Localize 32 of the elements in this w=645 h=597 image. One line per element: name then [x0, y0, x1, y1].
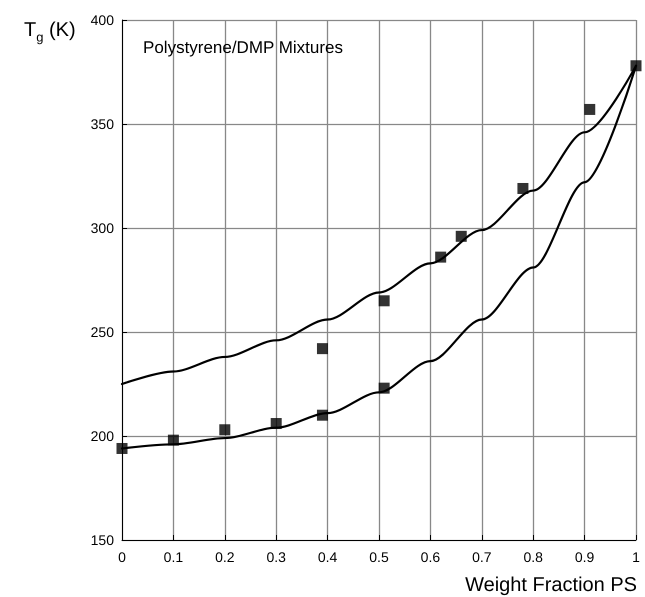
x-axis-title: Weight Fraction PS: [465, 574, 638, 596]
point: [517, 182, 528, 194]
x-tick-label: 0.3: [266, 549, 286, 565]
x-tick-label: 0: [118, 549, 126, 565]
point: [116, 442, 128, 454]
x-tick-label: 0.1: [164, 549, 184, 565]
point: [584, 104, 596, 115]
y-tick-label: 200: [90, 428, 114, 444]
y-tick-label: 400: [90, 12, 114, 28]
point: [378, 295, 390, 306]
x-tick-label: 0.4: [318, 549, 338, 565]
text: Polystyrene/DMP Mixtures: [143, 38, 343, 57]
x-tick-label: 0.6: [420, 549, 440, 565]
point: [219, 424, 230, 436]
y-tick-label: 250: [90, 324, 114, 340]
x-tick-label: 0.9: [574, 549, 595, 565]
point: [316, 410, 328, 421]
y-tick-label: 300: [90, 220, 114, 236]
point: [316, 343, 328, 354]
point: [456, 230, 467, 242]
x-tick-label: 1: [632, 549, 640, 565]
x-tick-label: 0.8: [523, 549, 544, 565]
y-tick-label: 150: [90, 532, 114, 548]
x-tick-label: 0.5: [369, 549, 389, 565]
point: [630, 60, 642, 72]
x-tick-label: 0.2: [215, 549, 235, 565]
x-tick-label: 0.7: [472, 549, 492, 565]
point: [168, 434, 179, 446]
point: [435, 252, 446, 263]
point: [378, 382, 390, 394]
point: [270, 418, 282, 430]
y-tick-label: 350: [90, 116, 114, 132]
